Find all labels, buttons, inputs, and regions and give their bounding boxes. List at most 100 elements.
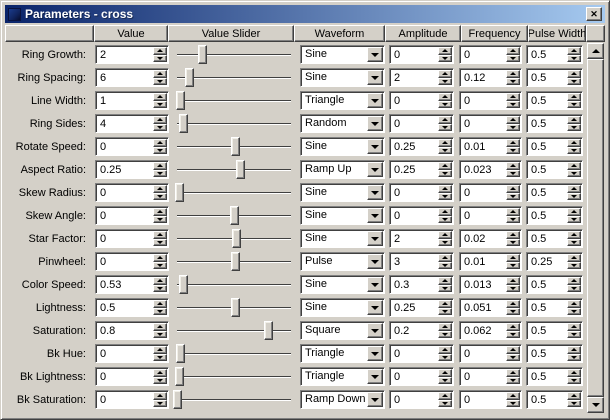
- pulse-width-input[interactable]: [527, 138, 567, 155]
- pulse-width-input[interactable]: [527, 345, 567, 362]
- amplitude-spin-up-button[interactable]: [438, 323, 452, 331]
- scrollbar-thumb[interactable]: [587, 59, 604, 397]
- value-slider[interactable]: [175, 297, 293, 318]
- frequency-input[interactable]: [460, 276, 506, 293]
- value-slider[interactable]: [175, 320, 293, 341]
- frequency-input[interactable]: [460, 138, 506, 155]
- waveform-dropdown[interactable]: Sine: [300, 183, 385, 202]
- pulse-width-spin-down-button[interactable]: [567, 146, 581, 154]
- value-input[interactable]: [96, 253, 153, 270]
- value-slider[interactable]: [175, 136, 293, 157]
- frequency-spin-down-button[interactable]: [506, 54, 520, 62]
- pulse-width-spin-down-button[interactable]: [567, 399, 581, 407]
- pulse-width-spin-down-button[interactable]: [567, 54, 581, 62]
- frequency-spin-down-button[interactable]: [506, 238, 520, 246]
- frequency-spin-down-button[interactable]: [506, 215, 520, 223]
- pulse-width-spin-down-button[interactable]: [567, 215, 581, 223]
- pulse-width-input[interactable]: [527, 368, 567, 385]
- value-spin-down-button[interactable]: [153, 353, 167, 361]
- amplitude-spin-down-button[interactable]: [438, 399, 452, 407]
- pulse-width-input[interactable]: [527, 322, 567, 339]
- pulse-width-spin-up-button[interactable]: [567, 254, 581, 262]
- waveform-dropdown[interactable]: Sine: [300, 68, 385, 87]
- amplitude-spin-down-button[interactable]: [438, 307, 452, 315]
- amplitude-spin-up-button[interactable]: [438, 254, 452, 262]
- value-input[interactable]: [96, 299, 153, 316]
- frequency-spin-up-button[interactable]: [506, 47, 520, 55]
- pulse-width-spin-up-button[interactable]: [567, 300, 581, 308]
- amplitude-spin-up-button[interactable]: [438, 208, 452, 216]
- pulse-width-input[interactable]: [527, 161, 567, 178]
- value-slider[interactable]: [175, 274, 293, 295]
- frequency-input[interactable]: [460, 322, 506, 339]
- pulse-width-input[interactable]: [527, 230, 567, 247]
- slider-thumb[interactable]: [235, 160, 245, 179]
- frequency-spin-up-button[interactable]: [506, 116, 520, 124]
- waveform-dropdown[interactable]: Ramp Up: [300, 160, 385, 179]
- value-slider[interactable]: [175, 44, 293, 65]
- amplitude-spin-up-button[interactable]: [438, 185, 452, 193]
- waveform-dropdown[interactable]: Sine: [300, 206, 385, 225]
- value-input[interactable]: [96, 276, 153, 293]
- value-input[interactable]: [96, 115, 153, 132]
- dropdown-button[interactable]: [367, 346, 383, 361]
- frequency-spin-up-button[interactable]: [506, 162, 520, 170]
- value-spin-down-button[interactable]: [153, 123, 167, 131]
- value-input[interactable]: [96, 138, 153, 155]
- frequency-input[interactable]: [460, 92, 506, 109]
- value-spin-up-button[interactable]: [153, 254, 167, 262]
- frequency-spin-down-button[interactable]: [506, 146, 520, 154]
- pulse-width-spin-up-button[interactable]: [567, 70, 581, 78]
- amplitude-input[interactable]: [390, 115, 438, 132]
- value-spin-up-button[interactable]: [153, 47, 167, 55]
- pulse-width-spin-up-button[interactable]: [567, 369, 581, 377]
- frequency-input[interactable]: [460, 184, 506, 201]
- scroll-up-button[interactable]: [587, 43, 604, 59]
- value-spin-down-button[interactable]: [153, 330, 167, 338]
- dropdown-button[interactable]: [367, 139, 383, 154]
- dropdown-button[interactable]: [367, 93, 383, 108]
- pulse-width-spin-up-button[interactable]: [567, 346, 581, 354]
- value-input[interactable]: [96, 207, 153, 224]
- pulse-width-input[interactable]: [527, 207, 567, 224]
- amplitude-spin-down-button[interactable]: [438, 353, 452, 361]
- title-bar[interactable]: Parameters - cross ✕: [5, 5, 605, 23]
- value-spin-down-button[interactable]: [153, 261, 167, 269]
- amplitude-input[interactable]: [390, 184, 438, 201]
- frequency-spin-up-button[interactable]: [506, 139, 520, 147]
- frequency-input[interactable]: [460, 253, 506, 270]
- frequency-spin-up-button[interactable]: [506, 185, 520, 193]
- pulse-width-spin-down-button[interactable]: [567, 284, 581, 292]
- pulse-width-input[interactable]: [527, 253, 567, 270]
- amplitude-input[interactable]: [390, 92, 438, 109]
- amplitude-input[interactable]: [390, 276, 438, 293]
- value-spin-up-button[interactable]: [153, 369, 167, 377]
- amplitude-input[interactable]: [390, 391, 438, 408]
- pulse-width-spin-down-button[interactable]: [567, 77, 581, 85]
- value-slider[interactable]: [175, 113, 293, 134]
- frequency-spin-up-button[interactable]: [506, 277, 520, 285]
- pulse-width-spin-down-button[interactable]: [567, 330, 581, 338]
- pulse-width-spin-down-button[interactable]: [567, 100, 581, 108]
- waveform-dropdown[interactable]: Sine: [300, 137, 385, 156]
- pulse-width-input[interactable]: [527, 92, 567, 109]
- amplitude-spin-down-button[interactable]: [438, 238, 452, 246]
- dropdown-button[interactable]: [367, 277, 383, 292]
- slider-thumb[interactable]: [264, 321, 274, 340]
- frequency-input[interactable]: [460, 368, 506, 385]
- slider-thumb[interactable]: [231, 252, 241, 271]
- pulse-width-spin-up-button[interactable]: [567, 93, 581, 101]
- value-spin-up-button[interactable]: [153, 300, 167, 308]
- waveform-dropdown[interactable]: Pulse: [300, 252, 385, 271]
- value-slider[interactable]: [175, 228, 293, 249]
- amplitude-spin-up-button[interactable]: [438, 47, 452, 55]
- frequency-spin-down-button[interactable]: [506, 123, 520, 131]
- dropdown-button[interactable]: [367, 162, 383, 177]
- frequency-spin-down-button[interactable]: [506, 307, 520, 315]
- value-spin-up-button[interactable]: [153, 231, 167, 239]
- dropdown-button[interactable]: [367, 392, 383, 407]
- value-spin-up-button[interactable]: [153, 323, 167, 331]
- pulse-width-spin-up-button[interactable]: [567, 277, 581, 285]
- waveform-dropdown[interactable]: Random: [300, 114, 385, 133]
- value-slider[interactable]: [174, 366, 293, 387]
